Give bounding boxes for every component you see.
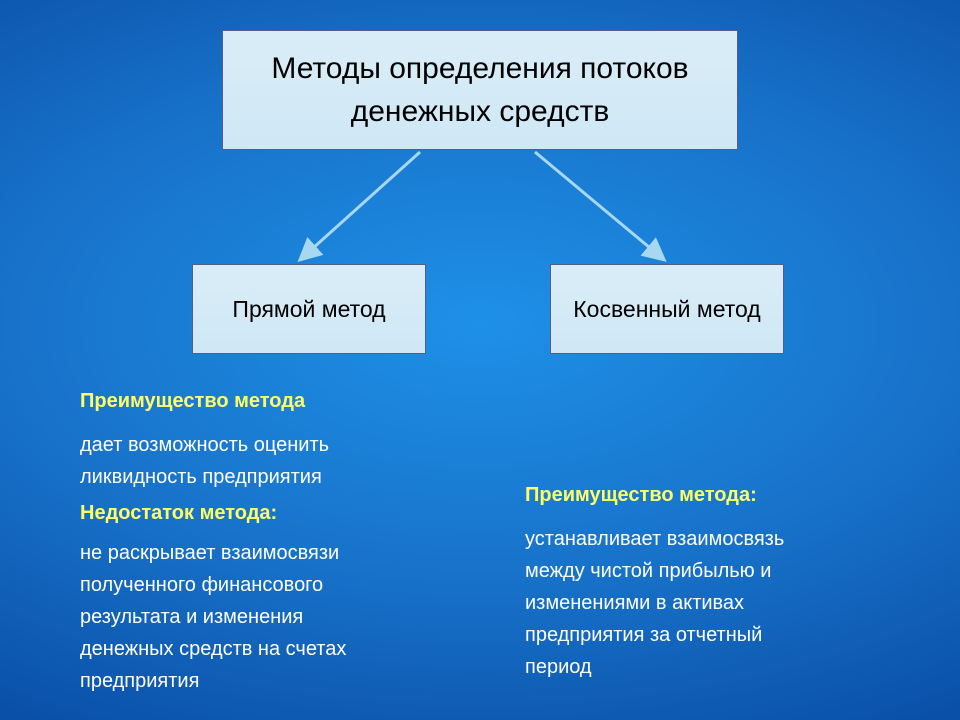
title-box: Методы определения потоков денежных сред… bbox=[222, 30, 738, 150]
method-right-box: Косвенный метод bbox=[550, 264, 784, 354]
left-disadvantage-l4: денежных средств на счетах bbox=[80, 634, 460, 665]
arrow-right bbox=[535, 152, 662, 258]
left-disadvantage-l5: предприятия bbox=[80, 666, 460, 697]
left-disadvantage-head: Недостаток метода: bbox=[80, 498, 460, 529]
arrow-left bbox=[302, 152, 420, 258]
title-text: Методы определения потоков денежных сред… bbox=[243, 47, 717, 134]
left-advantage-head: Преимущество метода bbox=[80, 386, 460, 417]
right-l3: изменениями в активах bbox=[525, 588, 905, 619]
left-advantage-l1: дает возможность оценить bbox=[80, 430, 460, 461]
right-l4: предприятия за отчетный bbox=[525, 620, 905, 651]
diagram-content: Методы определения потоков денежных сред… bbox=[0, 0, 960, 720]
left-disadvantage-l1: не раскрывает взаимосвязи bbox=[80, 538, 460, 569]
left-advantage-l2: ликвидность предприятия bbox=[80, 462, 460, 493]
right-l2: между чистой прибылью и bbox=[525, 556, 905, 587]
method-right-text: Косвенный метод bbox=[573, 293, 760, 325]
right-l1: устанавливает взаимосвязь bbox=[525, 524, 905, 555]
left-disadvantage-l2: полученного финансового bbox=[80, 570, 460, 601]
left-disadvantage-l3: результата и изменения bbox=[80, 602, 460, 633]
right-l5: период bbox=[525, 652, 905, 683]
method-left-text: Прямой метод bbox=[232, 293, 385, 325]
right-advantage-head: Преимущество метода: bbox=[525, 480, 905, 511]
method-left-box: Прямой метод bbox=[192, 264, 426, 354]
